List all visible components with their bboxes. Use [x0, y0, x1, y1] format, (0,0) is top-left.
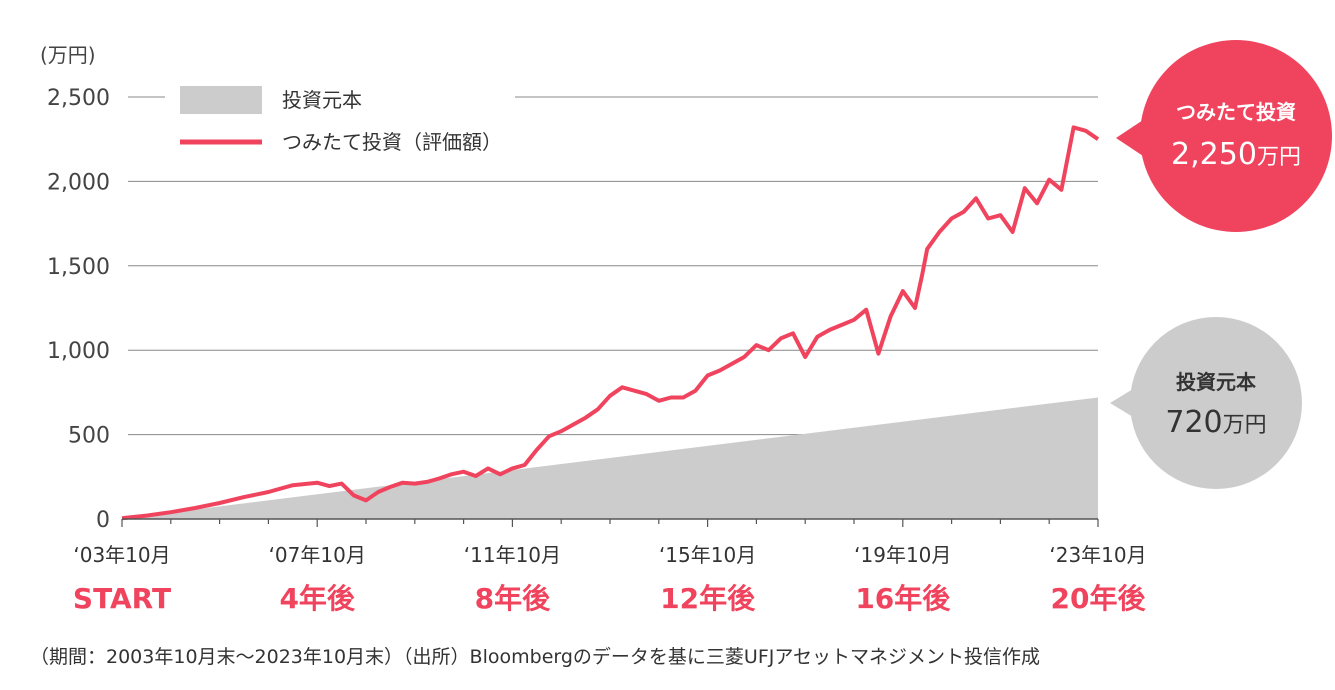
valuation-callout-circle: [1140, 40, 1332, 232]
milestone-label: START: [73, 582, 171, 615]
y-tick-label: 1,000: [47, 339, 110, 364]
x-tick-label: ‘07年10月: [269, 543, 366, 567]
milestone-label: 16年後: [855, 582, 951, 615]
valuation-callout-value: 2,250万円: [1171, 137, 1301, 172]
x-tick-label: ‘19年10月: [854, 543, 951, 567]
legend: 投資元本 つみたて投資（評価額）: [165, 80, 515, 154]
y-axis-ticks: 0 500 1,000 1,500 2,000 2,500: [47, 86, 110, 533]
principal-callout-title: 投資元本: [1176, 370, 1256, 394]
valuation-line: [121, 125, 1100, 521]
x-axis-ticks: ‘03年10月 START ‘07年10月 4年後 ‘11年10月 8年後 ‘15年10月 1…: [73, 518, 1147, 615]
principal-callout: 投資元本 720万円: [1110, 317, 1302, 489]
x-tick-label: ‘15年10月: [659, 543, 756, 567]
legend-label-principal: 投資元本: [282, 88, 362, 112]
y-tick-label: 2,500: [47, 86, 110, 111]
y-tick-label: 2,000: [47, 170, 110, 195]
legend-swatch-principal: [180, 86, 262, 114]
source-note: （期間：2003年10月末〜2023年10月末）（出所）Bloombergのデー…: [30, 646, 1040, 668]
legend-label-valuation: つみたて投資（評価額）: [282, 130, 502, 154]
milestone-label: 4年後: [279, 582, 355, 615]
x-tick-label: ‘11年10月: [464, 543, 561, 567]
valuation-callout-title: つみたて投資: [1176, 100, 1296, 124]
principal-area: [122, 397, 1098, 519]
milestone-label: 8年後: [475, 582, 551, 615]
y-axis-unit-label: (万円): [40, 43, 96, 67]
x-tick-label: ‘23年10月: [1049, 543, 1146, 567]
y-tick-label: 500: [68, 424, 110, 449]
milestone-label: 12年後: [660, 582, 756, 615]
y-tick-label: 0: [96, 508, 110, 533]
valuation-callout-pointer: [1116, 118, 1146, 158]
principal-callout-value: 720万円: [1165, 405, 1266, 440]
principal-callout-circle: [1130, 317, 1302, 489]
y-tick-label: 1,500: [47, 255, 110, 280]
x-tick-label: ‘03年10月: [73, 543, 170, 567]
valuation-callout: つみたて投資 2,250万円: [1116, 40, 1332, 232]
milestone-label: 20年後: [1051, 582, 1147, 615]
